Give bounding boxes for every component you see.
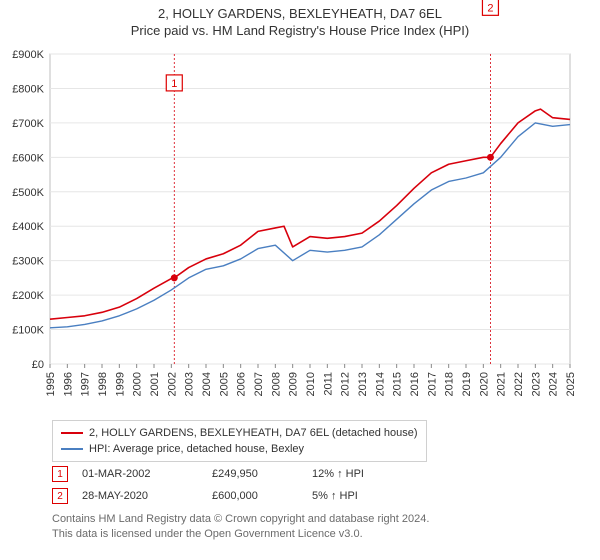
svg-text:£700K: £700K (12, 118, 44, 130)
svg-text:2017: 2017 (426, 372, 438, 396)
svg-text:2021: 2021 (496, 372, 508, 396)
svg-text:2014: 2014 (374, 372, 386, 396)
disclaimer-line2: This data is licensed under the Open Gov… (52, 527, 429, 542)
svg-text:2008: 2008 (270, 372, 282, 396)
legend-row: HPI: Average price, detached house, Bexl… (61, 441, 418, 457)
svg-text:1999: 1999 (114, 372, 126, 396)
datapoint-date: 28-MAY-2020 (82, 490, 212, 502)
svg-text:2004: 2004 (201, 372, 213, 396)
datapoint-row: 2 28-MAY-2020£600,0005% ↑ HPI (52, 485, 422, 507)
disclaimer: Contains HM Land Registry data © Crown c… (52, 512, 429, 542)
legend-row: 2, HOLLY GARDENS, BEXLEYHEATH, DA7 6EL (… (61, 425, 418, 441)
datapoint-row: 1 01-MAR-2002£249,95012% ↑ HPI (52, 463, 422, 485)
svg-text:2023: 2023 (530, 372, 542, 396)
svg-text:2015: 2015 (392, 372, 404, 396)
svg-text:2005: 2005 (218, 372, 230, 396)
legend: 2, HOLLY GARDENS, BEXLEYHEATH, DA7 6EL (… (52, 420, 427, 462)
svg-text:2016: 2016 (409, 372, 421, 396)
svg-text:2006: 2006 (236, 372, 248, 396)
datapoint-table: 1 01-MAR-2002£249,95012% ↑ HPI 2 28-MAY-202… (52, 463, 422, 507)
datapoint-pct: 5% ↑ HPI (312, 490, 422, 502)
datapoint-pct: 12% ↑ HPI (312, 468, 422, 480)
svg-text:2020: 2020 (478, 372, 490, 396)
svg-text:2002: 2002 (166, 372, 178, 396)
svg-text:£900K: £900K (12, 49, 44, 61)
svg-text:2007: 2007 (253, 372, 265, 396)
title-subtitle: Price paid vs. HM Land Registry's House … (0, 23, 600, 38)
svg-text:£800K: £800K (12, 83, 44, 95)
svg-text:2009: 2009 (288, 372, 300, 396)
svg-text:2022: 2022 (513, 372, 525, 396)
svg-text:2010: 2010 (305, 372, 317, 396)
svg-text:£0: £0 (32, 359, 44, 371)
legend-label: HPI: Average price, detached house, Bexl… (89, 443, 304, 455)
legend-swatch (61, 448, 83, 450)
svg-text:2018: 2018 (444, 372, 456, 396)
svg-text:1997: 1997 (80, 372, 92, 396)
disclaimer-line1: Contains HM Land Registry data © Crown c… (52, 512, 429, 527)
datapoint-date: 01-MAR-2002 (82, 468, 212, 480)
svg-text:1995: 1995 (45, 372, 57, 396)
chart-area: £0£100K£200K£300K£400K£500K£600K£700K£80… (50, 46, 585, 406)
chart-svg: £0£100K£200K£300K£400K£500K£600K£700K£80… (50, 46, 585, 406)
svg-text:£500K: £500K (12, 187, 44, 199)
svg-text:2001: 2001 (149, 372, 161, 396)
svg-text:2025: 2025 (565, 372, 577, 396)
legend-label: 2, HOLLY GARDENS, BEXLEYHEATH, DA7 6EL (… (89, 427, 418, 439)
svg-text:£100K: £100K (12, 325, 44, 337)
datapoint-marker: 1 (52, 466, 68, 482)
svg-text:£600K: £600K (12, 152, 44, 164)
svg-text:£200K: £200K (12, 290, 44, 302)
svg-text:2012: 2012 (340, 372, 352, 396)
svg-text:2003: 2003 (184, 372, 196, 396)
datapoint-price: £249,950 (212, 468, 312, 480)
svg-text:2: 2 (487, 2, 493, 14)
svg-text:£400K: £400K (12, 221, 44, 233)
svg-text:1996: 1996 (62, 372, 74, 396)
svg-text:2000: 2000 (132, 372, 144, 396)
svg-text:1998: 1998 (97, 372, 109, 396)
title-block: 2, HOLLY GARDENS, BEXLEYHEATH, DA7 6EL P… (0, 0, 600, 38)
svg-text:2024: 2024 (548, 372, 560, 396)
datapoint-marker: 2 (52, 488, 68, 504)
svg-text:2019: 2019 (461, 372, 473, 396)
datapoint-price: £600,000 (212, 490, 312, 502)
svg-text:1: 1 (171, 78, 177, 90)
svg-text:2011: 2011 (322, 372, 334, 396)
title-address: 2, HOLLY GARDENS, BEXLEYHEATH, DA7 6EL (0, 6, 600, 21)
svg-text:2013: 2013 (357, 372, 369, 396)
svg-text:£300K: £300K (12, 256, 44, 268)
chart-container: 2, HOLLY GARDENS, BEXLEYHEATH, DA7 6EL P… (0, 0, 600, 560)
legend-swatch (61, 432, 83, 434)
